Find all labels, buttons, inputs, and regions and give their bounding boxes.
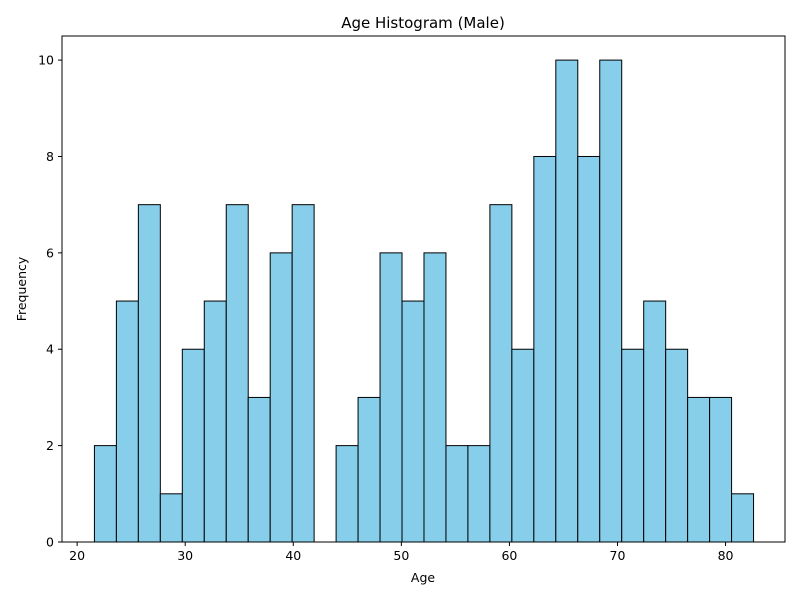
histogram-bar xyxy=(357,396,381,543)
x-axis-label: Age xyxy=(411,570,435,585)
histogram-bar xyxy=(181,348,205,543)
histogram-bar xyxy=(247,396,271,543)
histogram-bar xyxy=(225,204,249,543)
histogram-bar xyxy=(115,300,139,543)
y-axis-label: Frequency xyxy=(14,256,29,321)
y-tick-label: 4 xyxy=(46,342,54,357)
histogram-bar xyxy=(93,445,117,543)
x-axis-ticks: 20 30 40 50 60 70 80 xyxy=(69,542,734,563)
x-tick-label: 70 xyxy=(610,548,626,563)
x-tick-label: 40 xyxy=(285,548,301,563)
histogram-bar xyxy=(489,204,513,543)
histogram-bar xyxy=(665,348,689,543)
histogram-bar xyxy=(137,204,161,543)
histogram-bar xyxy=(423,252,447,543)
x-tick-label: 20 xyxy=(69,548,85,563)
histogram-bar xyxy=(379,252,403,543)
y-tick-label: 10 xyxy=(38,53,54,68)
histogram-bar xyxy=(599,59,623,543)
histogram-bar xyxy=(467,445,491,543)
histogram-bar xyxy=(709,396,733,543)
histogram-bar xyxy=(731,493,755,543)
plot-frame xyxy=(61,35,786,543)
x-tick-label: 80 xyxy=(718,548,734,563)
histogram-bar xyxy=(159,493,183,543)
histogram-bar xyxy=(687,396,711,543)
histogram-bar xyxy=(511,348,535,543)
y-tick-label: 8 xyxy=(46,149,54,164)
chart-title: Age Histogram (Male) xyxy=(341,14,505,32)
histogram-bar xyxy=(621,348,645,543)
bars-group xyxy=(93,59,755,543)
x-tick-label: 60 xyxy=(501,548,517,563)
histogram-bar xyxy=(533,155,557,543)
y-tick-label: 6 xyxy=(46,245,54,260)
histogram-bar xyxy=(555,59,579,543)
histogram-bar xyxy=(445,445,469,543)
histogram-bar xyxy=(643,300,667,543)
histogram-bar xyxy=(401,300,425,543)
y-tick-label: 0 xyxy=(46,535,54,550)
x-tick-label: 30 xyxy=(177,548,193,563)
histogram-bar xyxy=(577,155,601,543)
y-axis-ticks: 0 2 4 6 8 10 xyxy=(38,53,62,550)
x-tick-label: 50 xyxy=(393,548,409,563)
histogram-bar xyxy=(203,300,227,543)
histogram-bar xyxy=(269,252,293,543)
histogram-bar xyxy=(335,445,359,543)
histogram-bar xyxy=(291,204,315,543)
y-tick-label: 2 xyxy=(46,438,54,453)
